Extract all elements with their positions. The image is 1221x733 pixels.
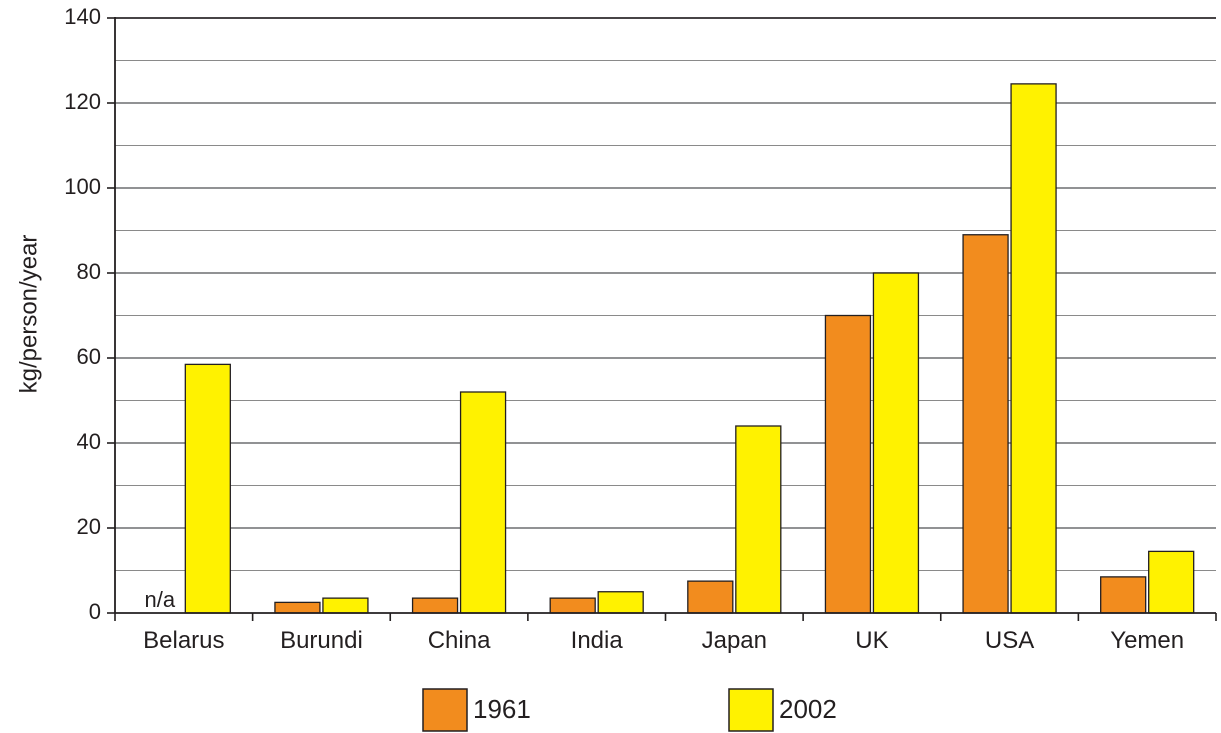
bar-japan-2002	[735, 425, 782, 614]
x-tick-label-belarus: Belarus	[143, 627, 224, 654]
y-tick-label-80: 80	[77, 259, 101, 284]
legend-label-2002: 2002	[779, 694, 837, 724]
bars	[184, 83, 1195, 614]
x-tick-label-burundi: Burundi	[280, 627, 363, 654]
y-tick-label-100: 100	[64, 174, 101, 199]
bar-india-1961	[549, 597, 596, 614]
bar-china-1961	[411, 597, 459, 614]
x-tick-label-china: China	[428, 627, 491, 654]
bar-burundi-2002	[322, 597, 369, 614]
bar-burundi-1961	[274, 601, 321, 614]
legend-label-1961: 1961	[473, 694, 531, 724]
bar-usa-2002	[1010, 83, 1057, 614]
legend-swatch-1961	[422, 688, 468, 732]
annotations: n/a	[145, 587, 176, 612]
x-tick-label-japan: Japan	[702, 627, 767, 654]
y-tick-label-0: 0	[89, 599, 101, 624]
bar-usa-1961	[962, 234, 1009, 614]
bar-india-2002	[597, 591, 644, 614]
bar-china-2002	[459, 391, 507, 614]
y-axis-label: kg/person/year	[15, 235, 42, 394]
y-tick-label-120: 120	[64, 89, 101, 114]
x-tick-label-yemen: Yemen	[1110, 627, 1184, 654]
bar-japan-1961	[687, 580, 734, 614]
x-tick-labels: Belarus Burundi China India Japan UK USA Yemen	[143, 627, 1184, 654]
bar-yemen-1961	[1100, 576, 1147, 614]
bar-uk-1961	[824, 314, 872, 614]
bar-belarus-2002	[184, 363, 231, 614]
y-tick-labels: 0 20 40 60 80 100 120 140	[64, 4, 101, 624]
x-tick-label-usa: USA	[985, 627, 1034, 654]
annotation-na: n/a	[145, 587, 176, 612]
legend-swatch-2002	[728, 688, 774, 732]
bar-uk-2002	[872, 272, 920, 614]
y-tick-label-60: 60	[77, 344, 101, 369]
y-tick-label-140: 140	[64, 4, 101, 29]
x-tick-label-uk: UK	[855, 627, 888, 654]
y-tick-label-40: 40	[77, 429, 101, 454]
x-tick-label-india: India	[571, 627, 624, 654]
axes	[107, 17, 1217, 621]
y-tick-label-20: 20	[77, 514, 101, 539]
bar-yemen-2002	[1148, 550, 1195, 614]
legend: 1961 2002	[422, 688, 837, 732]
